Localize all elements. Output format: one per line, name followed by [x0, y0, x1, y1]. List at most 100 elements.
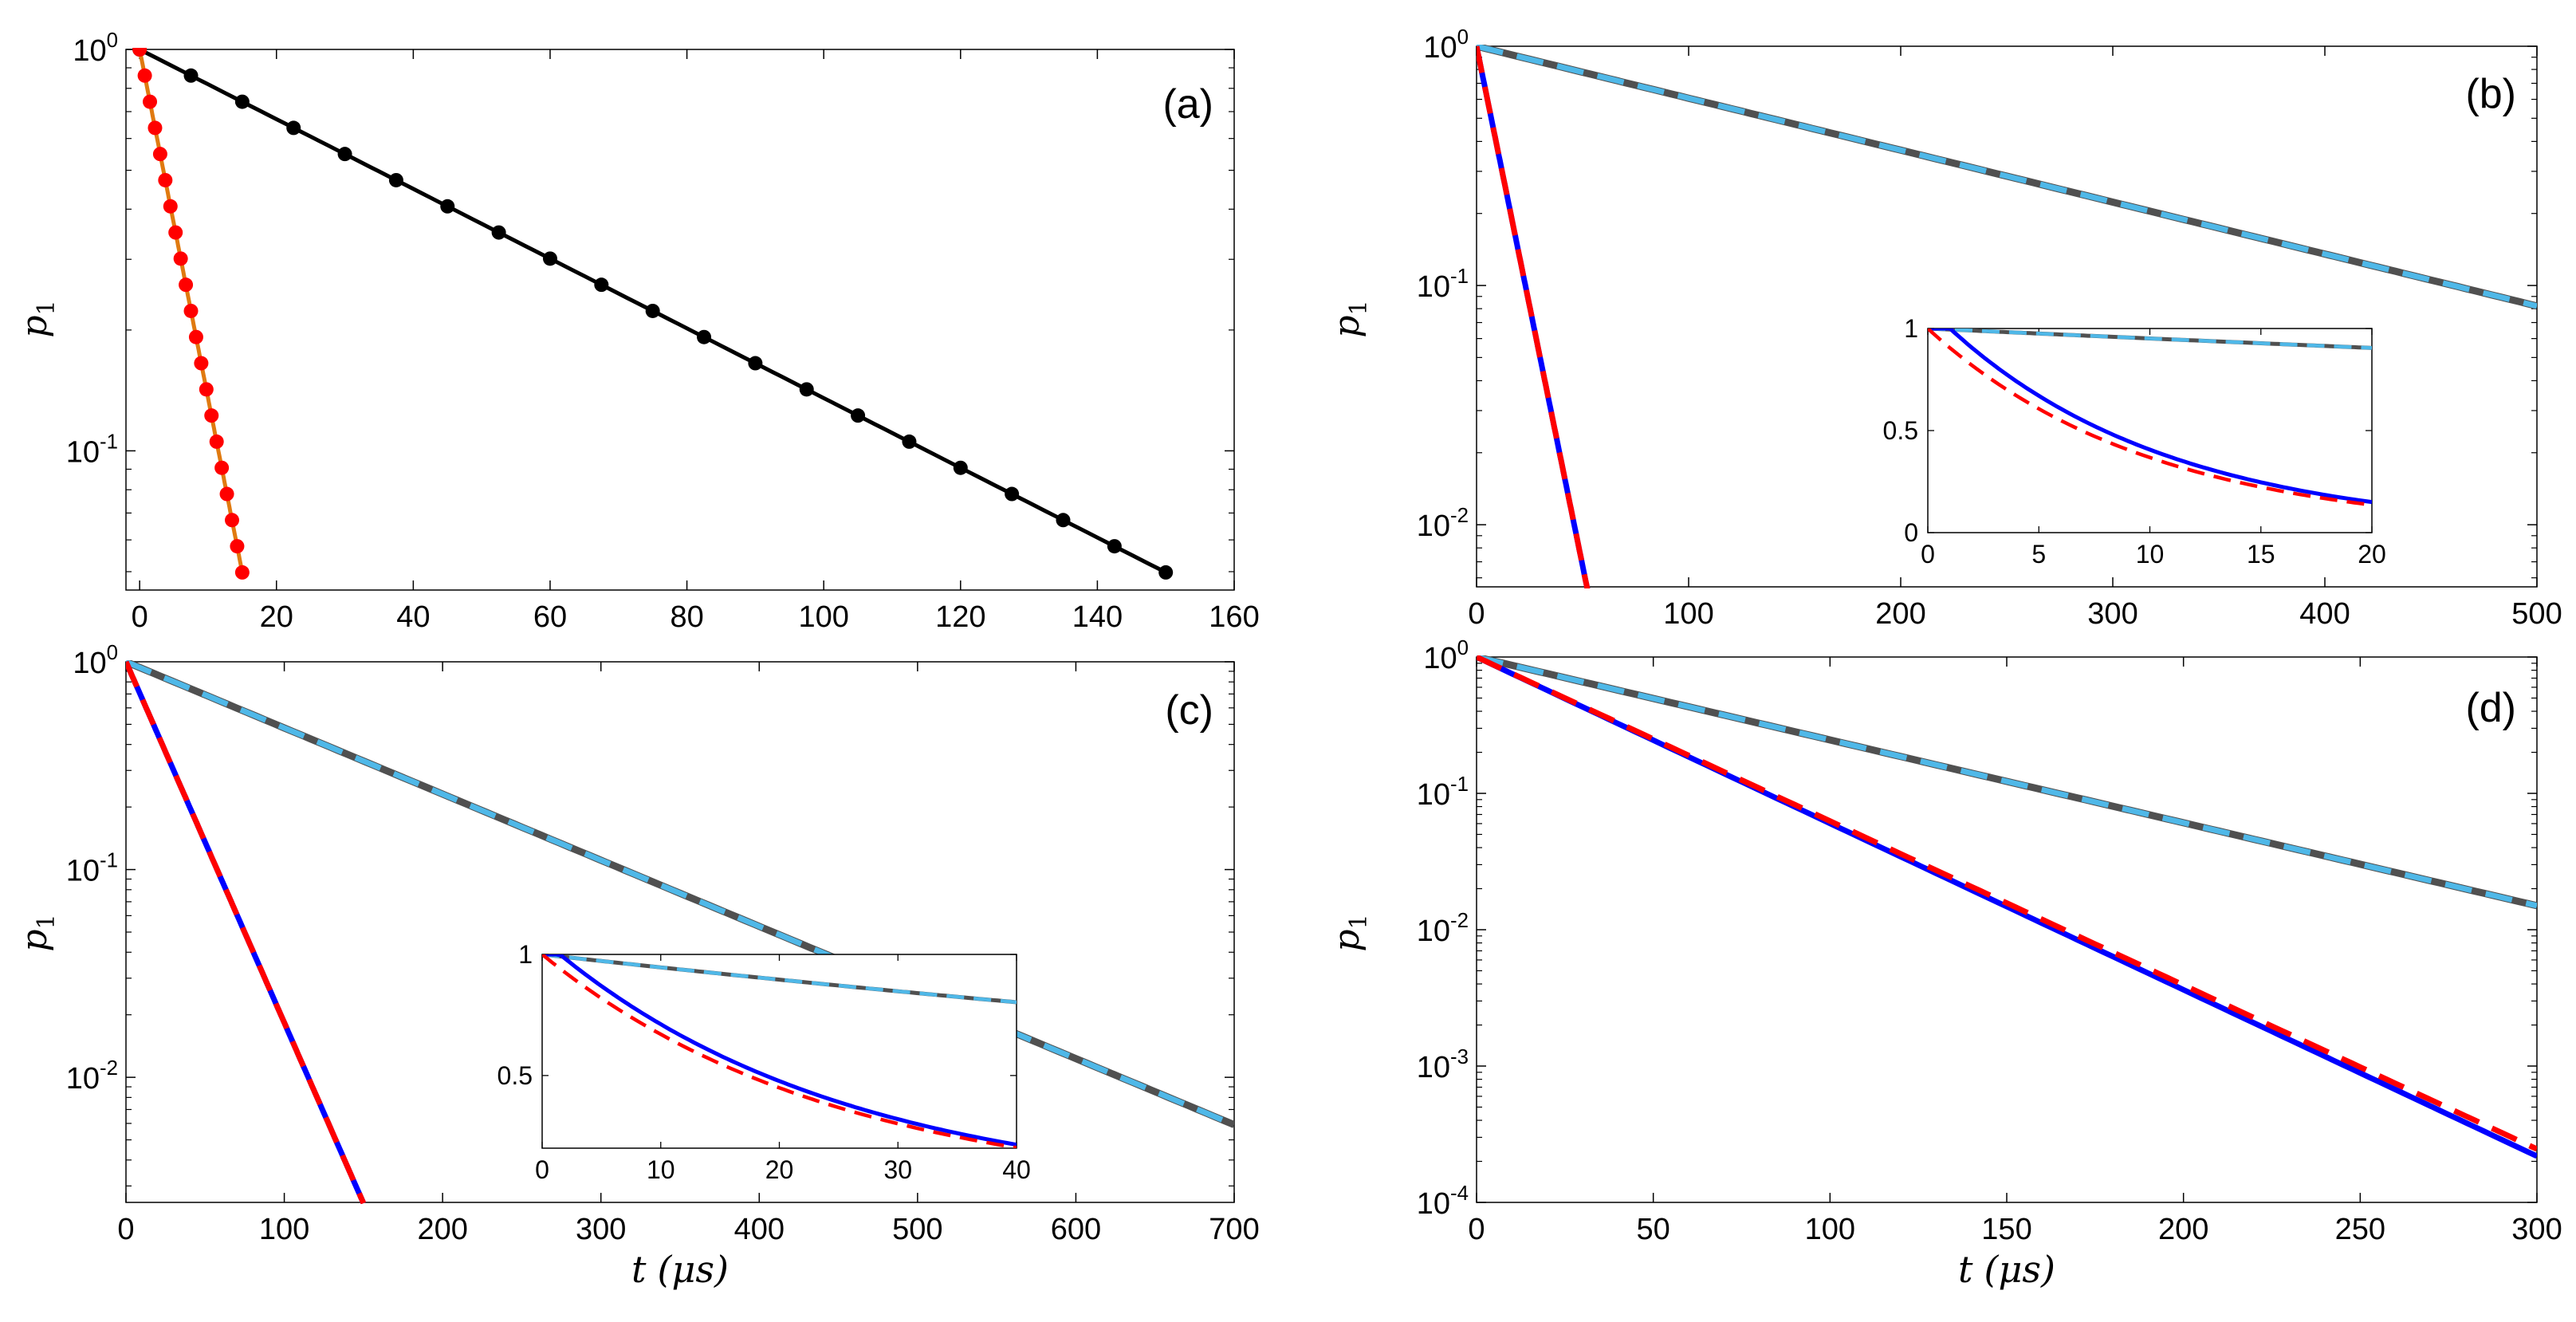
x-tick-label: 500: [892, 1213, 942, 1246]
series-line-fast-dashed: [1477, 45, 1591, 588]
y-axis-label-c: p1: [14, 914, 61, 951]
y-tick-label: 10-4: [1417, 1182, 1469, 1221]
data-point: [1158, 565, 1174, 580]
inset-series-fast-solid: [542, 954, 1017, 1147]
x-axis-label-c: t (μs): [631, 1248, 729, 1291]
series-line-slow-dashed: [1477, 45, 2537, 309]
panel-label-c: (c): [1165, 687, 1213, 734]
data-point: [219, 486, 234, 502]
data-point: [337, 147, 352, 162]
data-point: [173, 251, 188, 266]
x-tick-label: 300: [2087, 597, 2137, 631]
inset-y-tick-label: 1: [1904, 314, 1918, 343]
x-tick-label: 150: [1981, 1213, 2031, 1246]
data-point: [132, 48, 147, 57]
data-point: [214, 460, 230, 475]
x-tick-label: 140: [1072, 600, 1123, 634]
inset-x-tick-label: 5: [2031, 540, 2046, 569]
inset-x-tick-label: 20: [2358, 540, 2386, 569]
data-point: [163, 199, 178, 214]
y-tick-label: 10-1: [66, 431, 118, 469]
x-tick-label: 0: [117, 1213, 134, 1246]
inset-y-tick-label: 0.5: [1883, 416, 1918, 445]
data-point: [194, 356, 209, 371]
inset-x-tick-label: 0: [1921, 540, 1935, 569]
inset-y-tick-label: 0: [1904, 518, 1918, 547]
x-tick-label: 120: [935, 600, 985, 634]
x-tick-label: 200: [417, 1213, 467, 1246]
y-tick-label: 10-3: [1417, 1046, 1469, 1084]
y-axis-label-a: p1: [14, 300, 61, 337]
data-point: [230, 539, 245, 554]
data-point: [152, 147, 167, 162]
x-tick-label: 300: [576, 1213, 626, 1246]
data-point: [179, 277, 194, 293]
inset-x-tick-label: 15: [2247, 540, 2275, 569]
x-axis-label-d: t (μs): [1958, 1248, 2055, 1291]
x-tick-label: 100: [259, 1213, 309, 1246]
inset-series-fast-solid: [1928, 329, 2372, 505]
x-tick-label: 0: [132, 600, 148, 634]
x-tick-label: 40: [396, 600, 430, 634]
inset-data-b: [1928, 329, 2372, 507]
x-tick-label: 400: [2299, 597, 2350, 631]
axes-box-a: [125, 49, 1235, 591]
data-point: [388, 172, 403, 187]
data-point: [645, 303, 660, 318]
x-tick-label: 20: [260, 600, 293, 634]
series-line-fast-dashed: [126, 660, 367, 1204]
inset-series-slow-solid: [542, 954, 1017, 1005]
x-tick-label: 200: [2158, 1213, 2208, 1246]
inset-c: 0 10 20 30 40 0.5 1: [498, 940, 1031, 1184]
x-tick-label: 60: [533, 600, 567, 634]
inset-series-slow-dashed: [1928, 329, 2372, 350]
data-point: [209, 434, 224, 449]
inset-x-tick-label: 10: [2136, 540, 2165, 569]
data-area-c: [126, 660, 1234, 1204]
data-area-a: [132, 48, 1174, 580]
data-point: [158, 172, 173, 187]
y-axis-label-d: p1: [1327, 914, 1373, 951]
y-tick-label: 10-1: [1417, 266, 1469, 304]
x-tick-label: 200: [1875, 597, 1925, 631]
series-line-fast-solid: [1477, 655, 2537, 1159]
data-point: [224, 513, 239, 528]
x-tick-label: 100: [1805, 1213, 1855, 1246]
panel-a: 0 20 40 60 80 100 120 140 160 100 10-1 (a) p1: [14, 30, 1260, 634]
inset-x-tick-label: 30: [883, 1155, 912, 1184]
inset-box-c: [541, 954, 1017, 1149]
data-point: [799, 382, 814, 397]
x-tick-label: 100: [1663, 597, 1713, 631]
y-tick-label: 100: [1423, 637, 1469, 675]
data-point: [286, 120, 301, 136]
panel-label-a: (a): [1162, 81, 1213, 128]
data-point: [183, 303, 199, 318]
inset-x-tick-label: 40: [1002, 1155, 1031, 1184]
data-point: [594, 277, 609, 293]
x-tick-label: 250: [2335, 1213, 2385, 1246]
data-point: [168, 225, 183, 240]
y-tick-label: 10-1: [1417, 773, 1469, 812]
data-point: [143, 94, 158, 109]
data-point: [542, 251, 557, 266]
x-tick-label: 600: [1051, 1213, 1101, 1246]
data-point: [953, 460, 968, 475]
data-point: [1005, 486, 1020, 502]
data-area-b: [1477, 45, 2537, 588]
x-tick-label: 100: [798, 600, 848, 634]
y-tick-label: 100: [1423, 26, 1469, 65]
inset-x-tick-label: 0: [535, 1155, 549, 1184]
x-tick-label: 160: [1209, 600, 1259, 634]
series-line-slow-dashed: [1477, 655, 2537, 909]
axes-box-d: [1476, 656, 2538, 1203]
inset-data-c: [542, 954, 1017, 1148]
inset-series-fast-dashed: [1928, 329, 2372, 507]
data-point: [188, 329, 203, 344]
data-point: [902, 434, 917, 449]
y-tick-label: 10-2: [1417, 505, 1469, 543]
series-line-slow-dashed: [126, 660, 1234, 1127]
data-point: [440, 199, 455, 214]
data-point: [234, 565, 250, 580]
inset-b: 0 5 10 15 20 0 0.5 1: [1883, 314, 2386, 569]
